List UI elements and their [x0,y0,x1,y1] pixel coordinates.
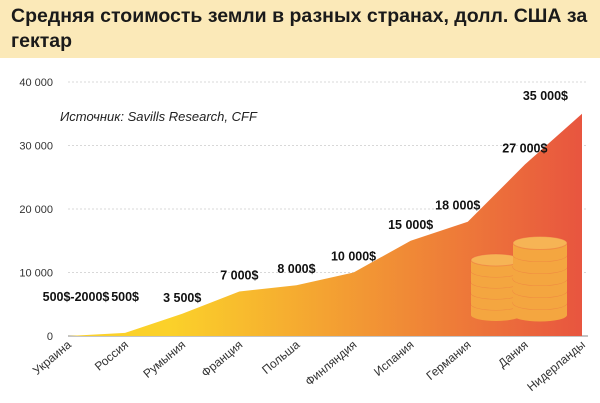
data-label: 15 000$ [388,218,433,232]
x-tick-label: Польша [259,337,302,377]
data-label: 500$ [111,290,139,304]
source-note: Источник: Savills Research, CFF [60,109,258,124]
coin [513,260,567,274]
data-label: 35 000$ [523,89,568,103]
area-series [68,113,582,336]
x-tick-label: Дания [495,338,531,371]
y-tick-label: 0 [47,331,53,343]
coin [471,287,521,299]
x-tick-label: Германия [423,338,473,383]
x-tick-label: Украина [30,337,74,377]
x-tick-label: Россия [92,338,131,374]
y-axis: 0 10 000 20 000 30 000 40 000 [19,77,53,343]
chart-area: 0 10 000 20 000 30 000 40 000 Украина Россия Р… [0,58,600,403]
coin [471,265,521,277]
data-label: 8 000$ [277,262,315,276]
coin [471,309,521,321]
x-tick-label: Финляндия [302,338,359,389]
y-tick-label: 20 000 [19,204,53,216]
data-label: 3 500$ [163,291,201,305]
data-label: 500$-2000$ [43,290,110,304]
data-label: 27 000$ [502,142,547,156]
data-label: 10 000$ [331,250,376,264]
chart-title: Средняя стоимость земли в разных странах… [11,5,588,52]
x-axis: Украина Россия Румыния Франция Польша Финлянд… [30,337,588,394]
coin [513,284,567,298]
y-tick-label: 30 000 [19,141,53,153]
header [0,0,600,58]
x-tick-label: Франция [199,338,246,380]
data-label: 7 000$ [220,269,258,283]
coins-icon [470,236,568,322]
coin [513,308,567,322]
coin [513,272,567,286]
x-tick-label: Испания [371,338,416,379]
coin [513,296,567,310]
y-tick-label: 10 000 [19,268,53,280]
x-tick-label: Нидерланды [524,338,588,395]
y-tick-label: 40 000 [19,77,53,89]
coin [471,298,521,310]
area-fill [68,113,582,336]
coin [512,236,568,250]
area-chart: 0 10 000 20 000 30 000 40 000 Украина Россия Р… [19,77,588,394]
coin [513,248,567,262]
coin [471,276,521,288]
x-tick-label: Румыния [140,338,188,381]
data-label: 18 000$ [435,199,480,213]
data-labels: 500$-2000$ 500$ 3 500$ 7 000$ 8 000$ 10 000$ 1… [43,89,568,305]
